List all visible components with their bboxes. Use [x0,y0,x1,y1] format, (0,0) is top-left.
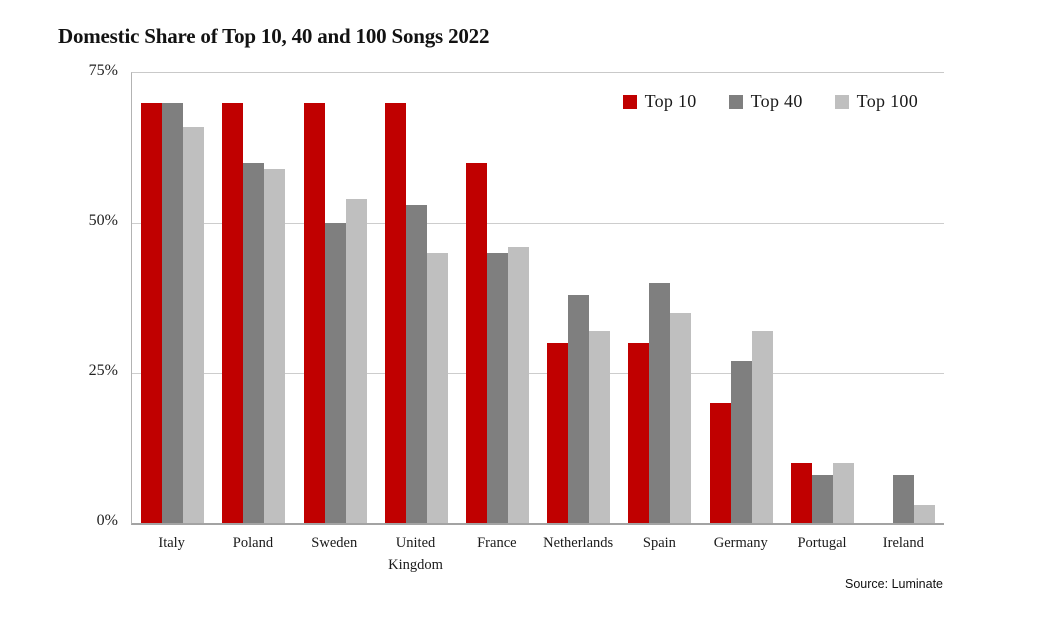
legend-label-top-10: Top 10 [644,91,697,111]
bar-group-netherlands [538,73,619,523]
bar-group-spain [619,73,700,523]
legend-swatch-top-10 [622,94,637,109]
legend-item-top-40: Top 40 [728,91,803,112]
bar-netherlands-top-40 [568,295,590,523]
bar-group-france [457,73,538,523]
x-axis-label-netherlands: Netherlands [543,535,614,551]
bar-portugal-top-40 [811,475,833,523]
bar-united-kingdom-top-10 [384,103,406,523]
bar-italy-top-10 [141,103,163,523]
bar-france-top-40 [486,253,508,523]
bar-france-top-100 [507,247,529,523]
bar-sweden-top-100 [345,199,367,523]
bar-ireland-top-40 [892,475,914,523]
x-axis-label-germany: Germany [713,535,768,551]
bar-united-kingdom-top-100 [426,253,448,523]
bar-spain-top-100 [670,313,692,523]
bar-group-ireland [863,73,944,523]
bar-spain-top-40 [649,283,671,523]
bar-netherlands-top-10 [547,343,569,523]
x-axis-label-united-kingdom: United Kingdom [388,535,443,573]
bar-group-portugal [782,73,863,523]
gridline-25pct [132,373,944,374]
bar-portugal-top-10 [790,463,812,523]
bar-italy-top-100 [183,127,205,523]
bar-portugal-top-100 [832,463,854,523]
legend-item-top-100: Top 100 [834,91,918,112]
bar-germany-top-10 [709,403,731,523]
y-axis-tick-75pct: 75% [88,62,118,79]
x-axis-label-italy: Italy [158,535,185,551]
source-note: Source: Luminate [845,577,943,591]
bar-sweden-top-40 [324,223,346,523]
bar-france-top-10 [465,163,487,523]
x-axis-label-poland: Poland [232,535,274,551]
bar-group-italy [132,73,213,523]
bar-groups [132,73,944,523]
bar-group-poland [213,73,294,523]
legend: Top 10 Top 40 Top 100 [622,91,918,112]
x-axis-label-portugal: Portugal [797,535,847,551]
x-axis-labels: Italy Poland Sweden United Kingdom France Net… [131,533,944,577]
chart-title: Domestic Share of Top 10, 40 and 100 Son… [58,24,490,48]
bar-germany-top-40 [730,361,752,523]
bar-poland-top-100 [264,169,286,523]
bar-group-united-kingdom [376,73,457,523]
legend-label-top-40: Top 40 [750,91,803,111]
x-axis-label-ireland: Ireland [882,535,924,551]
legend-item-top-10: Top 10 [622,91,697,112]
y-axis-tick-50pct: 50% [88,212,118,229]
bar-spain-top-10 [628,343,650,523]
bar-ireland-top-100 [913,505,935,523]
bar-poland-top-40 [243,163,265,523]
bar-netherlands-top-100 [589,331,611,523]
bar-poland-top-10 [222,103,244,523]
bar-italy-top-40 [162,103,184,523]
x-axis-label-spain: Spain [642,535,676,551]
bar-germany-top-100 [751,331,773,523]
y-axis-tick-0pct: 0% [96,512,118,529]
legend-swatch-top-40 [728,94,743,109]
plot-area: Top 10 Top 40 Top 100 [131,72,944,525]
y-axis-tick-25pct: 25% [88,362,118,379]
x-axis-label-france: France [477,535,517,551]
bar-group-germany [700,73,781,523]
legend-swatch-top-100 [834,94,849,109]
legend-label-top-100: Top 100 [856,91,918,111]
bar-sweden-top-10 [303,103,325,523]
x-axis-label-sweden: Sweden [311,535,358,551]
bar-group-sweden [294,73,375,523]
bar-united-kingdom-top-40 [405,205,427,523]
gridline-50pct [132,223,944,224]
